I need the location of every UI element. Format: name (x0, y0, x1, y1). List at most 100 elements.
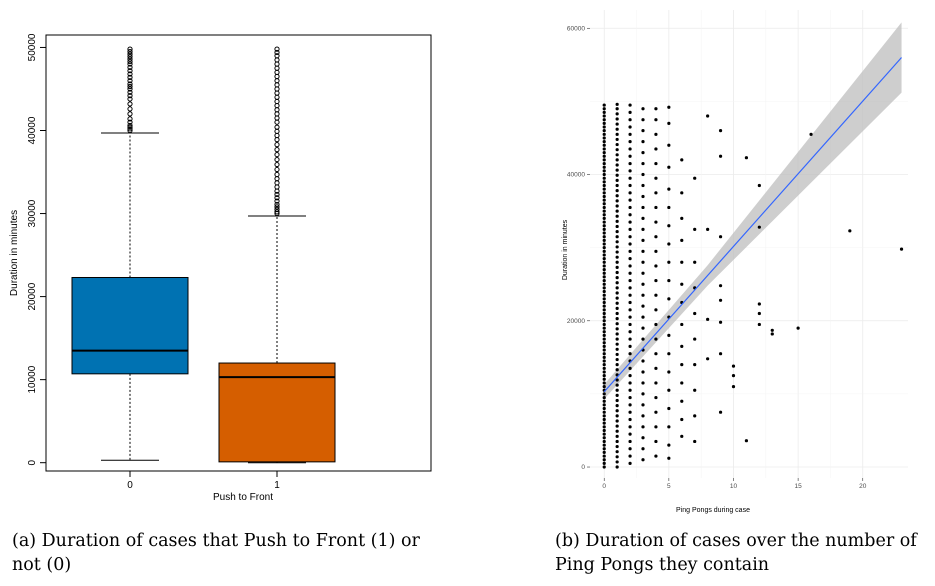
data-point (628, 154, 632, 158)
data-point (602, 443, 606, 447)
data-point (693, 337, 697, 341)
data-point (628, 432, 632, 436)
data-point (602, 315, 606, 319)
data-point (667, 370, 671, 374)
data-point (641, 260, 645, 264)
outlier-point (274, 73, 280, 80)
data-point (628, 352, 632, 356)
data-point (615, 235, 619, 239)
data-point (641, 172, 645, 177)
y-tick-label: 20000 (567, 318, 585, 325)
data-point (744, 439, 749, 443)
data-point (602, 465, 606, 469)
outlier-point (274, 49, 280, 56)
data-point (693, 388, 697, 392)
data-point (602, 311, 606, 316)
data-point (628, 286, 632, 290)
x-axis-title: Push to Front (213, 492, 273, 503)
data-point (615, 214, 619, 218)
y-axis-title: Duration in minutes (562, 219, 569, 280)
outlier-point (274, 142, 280, 148)
outlier-point (127, 56, 133, 62)
data-point (602, 421, 606, 425)
data-point (680, 434, 684, 438)
data-point (602, 348, 606, 352)
data-point (602, 432, 606, 436)
data-point (641, 436, 645, 440)
data-point (641, 447, 645, 451)
x-tick-label: 0 (602, 483, 606, 490)
outlier-point (274, 206, 280, 212)
data-point (602, 132, 606, 136)
outlier-point (274, 78, 280, 84)
data-point (615, 122, 619, 126)
data-point (654, 118, 658, 122)
data-point (602, 147, 606, 151)
data-point (615, 224, 619, 229)
data-point (602, 392, 606, 396)
data-point (628, 205, 632, 210)
outlier-point (127, 106, 133, 112)
data-point (602, 249, 606, 253)
data-point (615, 102, 619, 106)
data-point (628, 300, 632, 305)
data-point (602, 169, 606, 173)
data-point (602, 403, 606, 407)
y-tick-label: 40000 (27, 116, 38, 144)
data-point (615, 173, 619, 177)
data-point (615, 352, 619, 357)
outlier-point (274, 69, 280, 75)
data-point (628, 410, 632, 414)
data-point (654, 191, 658, 195)
y-axis: 0 10000 20000 30000 40000 50000 (27, 33, 46, 465)
data-point (654, 439, 658, 444)
data-point (615, 296, 619, 300)
outlier-point (127, 83, 133, 90)
data-point (641, 392, 645, 396)
data-point (680, 191, 684, 195)
data-point (602, 377, 606, 381)
data-point (628, 242, 632, 246)
data-point (641, 183, 645, 188)
y-tick-label: 0 (581, 464, 585, 471)
data-point (628, 227, 632, 231)
data-point (680, 282, 684, 286)
data-point (615, 342, 619, 346)
outlier-point (127, 68, 133, 74)
data-point (602, 326, 606, 330)
data-point (757, 322, 761, 327)
data-point (641, 129, 645, 133)
outlier-point (274, 195, 280, 201)
data-point (615, 357, 619, 362)
data-point (654, 322, 658, 327)
outlier-point (274, 176, 280, 182)
data-point (680, 399, 684, 403)
caption-a: (a) Duration of cases that Push to Front… (12, 531, 420, 575)
data-point (654, 293, 658, 297)
data-point (641, 194, 645, 199)
data-point (602, 319, 606, 323)
data-point (615, 383, 619, 387)
outlier-point (127, 61, 133, 67)
data-point (602, 355, 606, 359)
data-point (654, 205, 658, 210)
outlier-point (274, 119, 280, 125)
outlier-point (127, 71, 133, 77)
outlier-point (127, 111, 133, 117)
data-point (757, 311, 761, 316)
data-point (680, 238, 684, 242)
data-point (706, 317, 710, 321)
data-point (654, 454, 658, 458)
data-point (615, 301, 619, 305)
confidence-band-area (604, 22, 902, 400)
outlier-point (274, 111, 280, 117)
data-point (628, 191, 632, 195)
data-point (602, 278, 606, 283)
data-point (667, 105, 671, 109)
outlier-point (127, 89, 133, 95)
data-point (628, 118, 632, 122)
data-point (654, 235, 658, 239)
data-point (602, 381, 606, 385)
outlier-point (274, 137, 280, 143)
data-point (602, 205, 606, 210)
